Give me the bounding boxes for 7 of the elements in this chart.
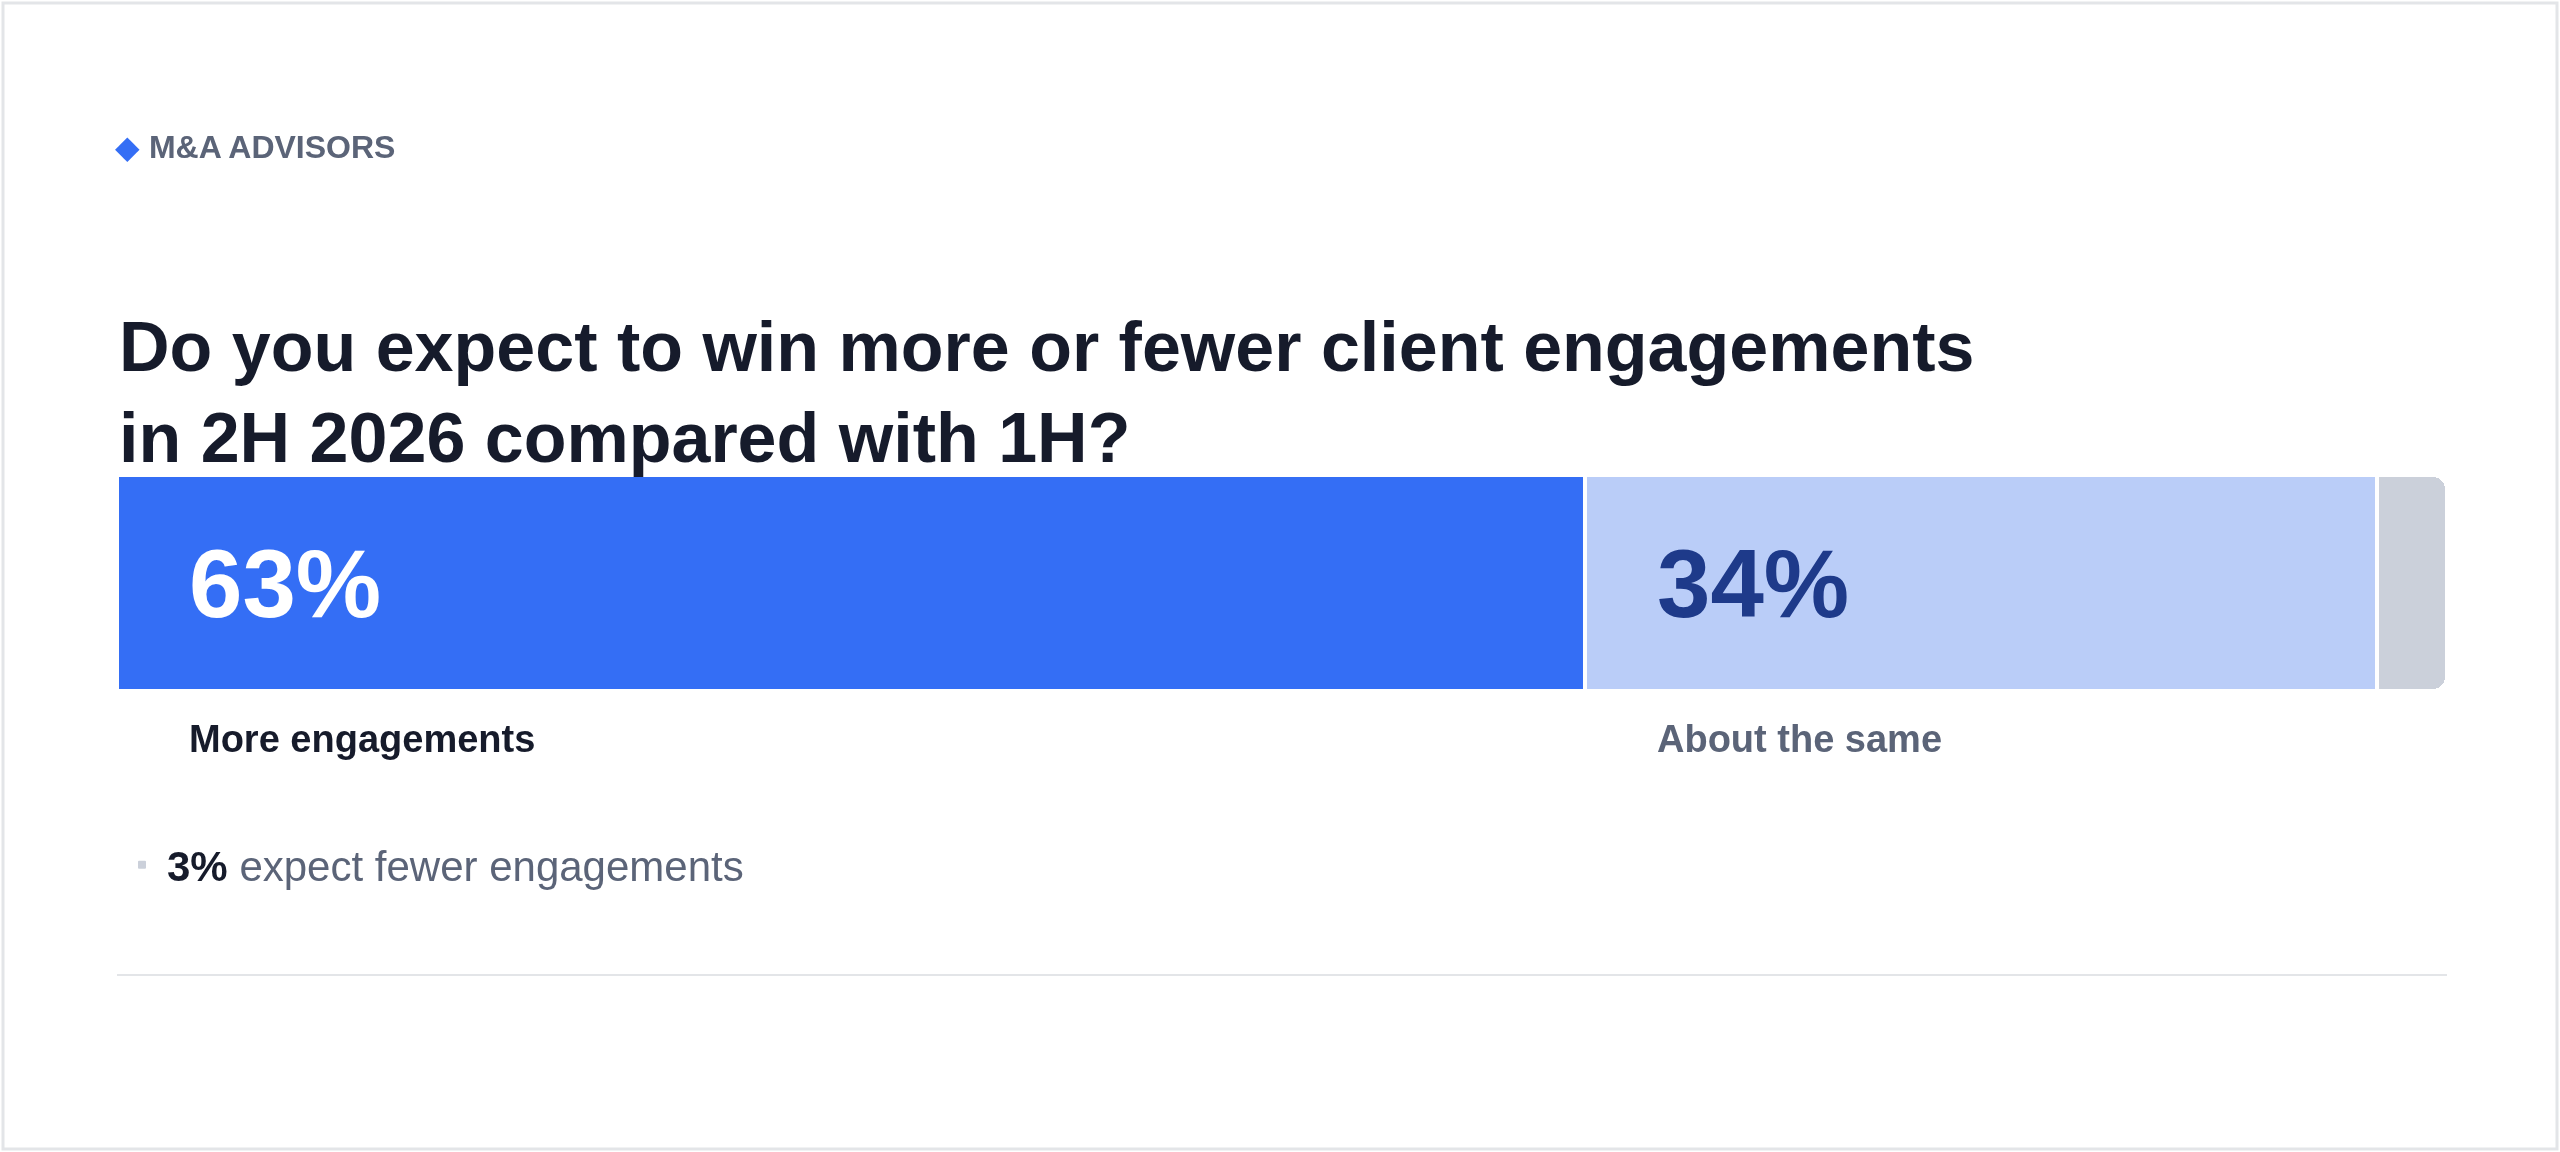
series-label: About the same (1657, 718, 1943, 760)
chart-subtitle: ◆ M&A ADVISORS (115, 129, 396, 165)
chart-title: Do you expect to win more or fewer client engagements in 2H 2026 compared with 1H? (119, 308, 1975, 477)
data-label: 63% (189, 530, 382, 637)
data-label: 34% (1657, 530, 1850, 637)
legend-label: 3% expect fewer engagements (167, 843, 744, 891)
series-label: More engagements (189, 718, 536, 760)
